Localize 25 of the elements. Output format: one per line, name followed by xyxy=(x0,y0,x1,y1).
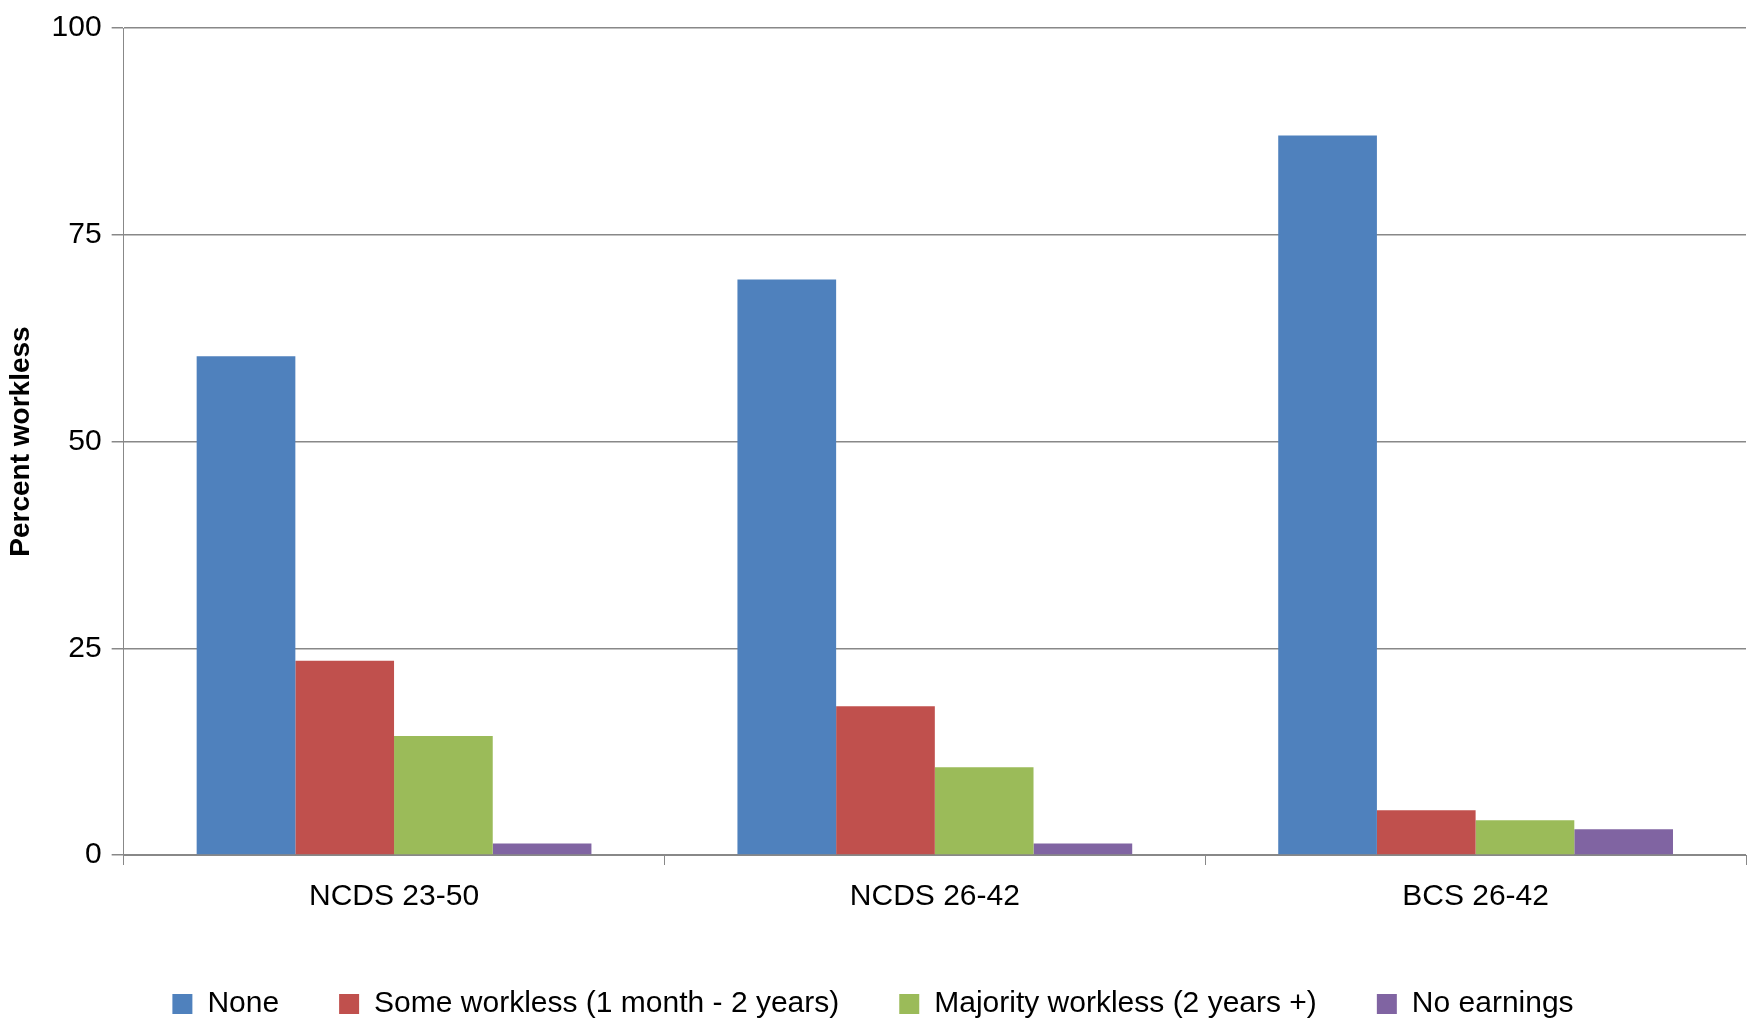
bar xyxy=(394,735,493,855)
x-tick-label: NCDS 26-42 xyxy=(849,878,1020,912)
bar xyxy=(737,279,837,855)
y-tick-label: 75 xyxy=(68,216,102,250)
y-tick-label: 50 xyxy=(68,422,102,456)
x-tick-label: NCDS 23-50 xyxy=(309,878,480,912)
bar xyxy=(1475,820,1575,855)
y-axis-title: Percent workless xyxy=(3,326,35,557)
bar xyxy=(295,660,395,855)
y-tick-label: 25 xyxy=(68,629,102,663)
legend-label: No earnings xyxy=(1411,985,1574,1019)
bar xyxy=(1574,829,1673,855)
legend-label: Some workless (1 month - 2 years) xyxy=(374,985,840,1019)
bar xyxy=(1278,135,1377,855)
bar xyxy=(836,706,935,855)
bar xyxy=(196,356,296,855)
legend-label: Majority workless (2 years +) xyxy=(934,985,1317,1019)
bar xyxy=(934,767,1034,855)
x-tick-label: BCS 26-42 xyxy=(1402,878,1549,912)
bar xyxy=(492,843,592,855)
bar xyxy=(1376,810,1476,855)
y-tick-label: 100 xyxy=(51,9,102,43)
bar xyxy=(1033,843,1133,855)
y-tick-label: 0 xyxy=(84,836,102,870)
legend-label: None xyxy=(207,985,280,1019)
